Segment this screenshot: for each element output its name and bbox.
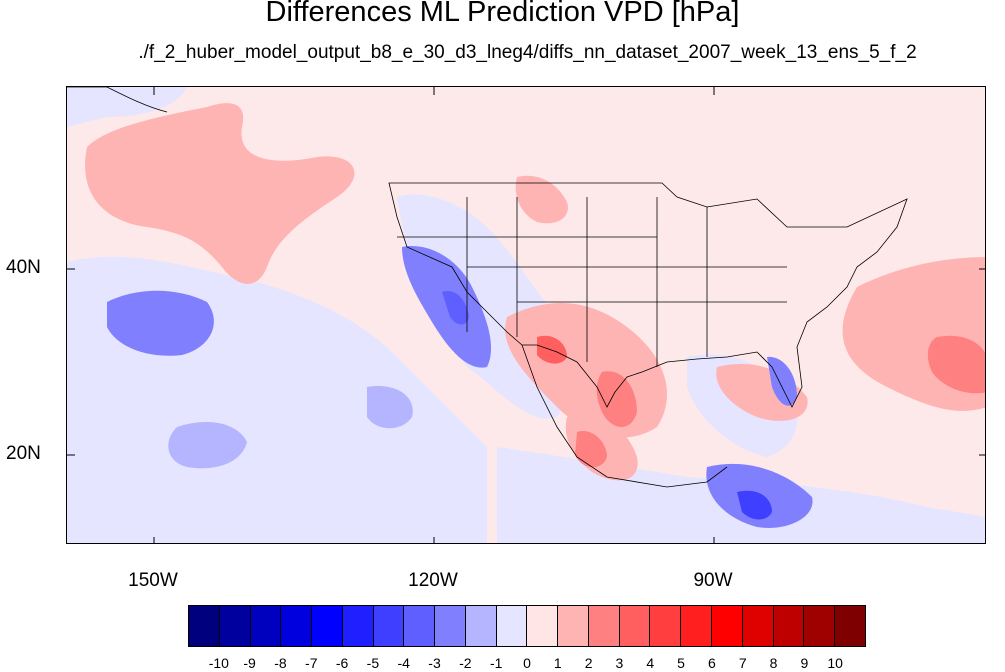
- colorbar-box: [435, 606, 466, 646]
- region-blue-central-america-dark: [737, 490, 772, 520]
- colorbar-box: [404, 606, 436, 646]
- colorbar-tick-label: -1: [489, 655, 503, 671]
- colorbar-tick-label: -2: [459, 655, 472, 671]
- colorbar-tick-label: 7: [738, 655, 747, 671]
- difference-field-map: [67, 87, 985, 543]
- region-red-mexico: [575, 431, 607, 468]
- region-blue-pacific-gyre: [107, 290, 214, 356]
- region-blue-california-dark: [442, 291, 469, 325]
- colorbar-box: [835, 606, 865, 646]
- colorbar-box: [250, 606, 282, 646]
- map-panel: [66, 86, 986, 544]
- colorbar-tick-label: -4: [397, 655, 410, 671]
- colorbar-box: [527, 606, 559, 646]
- colorbar-tick-label: 1: [553, 655, 562, 671]
- lon-label-120w: 120W: [408, 570, 458, 591]
- region-pink-north-pacific: [85, 103, 355, 284]
- colorbar-tick-label: 6: [708, 655, 716, 671]
- colorbar-tick-label: -6: [335, 655, 349, 671]
- colorbar-box: [496, 606, 528, 646]
- region-red-atlantic: [927, 335, 985, 394]
- region-light-blue-northwest: [67, 87, 187, 127]
- colorbar-box: [804, 606, 836, 646]
- colorbar-tick-label: 10: [827, 655, 843, 671]
- colorbar-box: [373, 606, 405, 646]
- lon-label-150w: 150W: [128, 570, 178, 591]
- region-blue-hawaii: [168, 422, 247, 469]
- colorbar-tick-label: -8: [274, 655, 287, 671]
- colorbar-box: [742, 606, 774, 646]
- colorbar-box: [189, 606, 220, 646]
- region-blue-florida: [767, 356, 797, 406]
- colorbar-box: [558, 606, 589, 646]
- colorbar-box: [465, 606, 497, 646]
- colorbar: [188, 605, 866, 647]
- colorbar-tick-label: -7: [305, 655, 318, 671]
- lon-label-90w: 90W: [693, 570, 733, 591]
- political-boundaries: [67, 87, 908, 488]
- region-blue-california: [402, 246, 492, 368]
- lat-label-20n: 20N: [6, 443, 41, 464]
- map-ticks: [67, 87, 985, 543]
- colorbar-box: [712, 606, 743, 646]
- colorbar-tick-label: 5: [677, 655, 685, 671]
- colorbar-tick-label: 4: [646, 655, 655, 671]
- colorbar-box: [773, 606, 805, 646]
- colorbar-tick-label: -3: [428, 655, 441, 671]
- colorbar-tick-label: -5: [366, 655, 380, 671]
- colorbar-box: [312, 606, 343, 646]
- colorbar-box: [650, 606, 682, 646]
- colorbar-tick-label: 8: [769, 655, 778, 671]
- colorbar-tick-label: -9: [243, 655, 256, 671]
- region-red-southwest: [537, 335, 567, 364]
- colorbar-box: [681, 606, 713, 646]
- colorbar-box: [619, 606, 651, 646]
- region-pink-plains: [515, 175, 568, 224]
- colorbar-box: [342, 606, 374, 646]
- map-title: Differences ML Prediction VPD [hPa]: [265, 0, 740, 28]
- map-subtitle: ./f_2_huber_model_output_b8_e_30_d3_lneg…: [138, 42, 917, 63]
- region-blue-south-pacific: [367, 386, 413, 429]
- lat-label-40n: 40N: [6, 257, 41, 278]
- colorbar-tick-label: 2: [584, 655, 593, 671]
- colorbar-box: [281, 606, 313, 646]
- colorbar-tick-label: 3: [615, 655, 624, 671]
- colorbar-tick-label: -10: [208, 655, 229, 671]
- colorbar-tick-label: 0: [523, 655, 531, 671]
- region-red-gulf: [596, 371, 637, 427]
- colorbar-box: [219, 606, 251, 646]
- colorbar-tick-label: 9: [800, 655, 809, 671]
- colorbar-box: [588, 606, 620, 646]
